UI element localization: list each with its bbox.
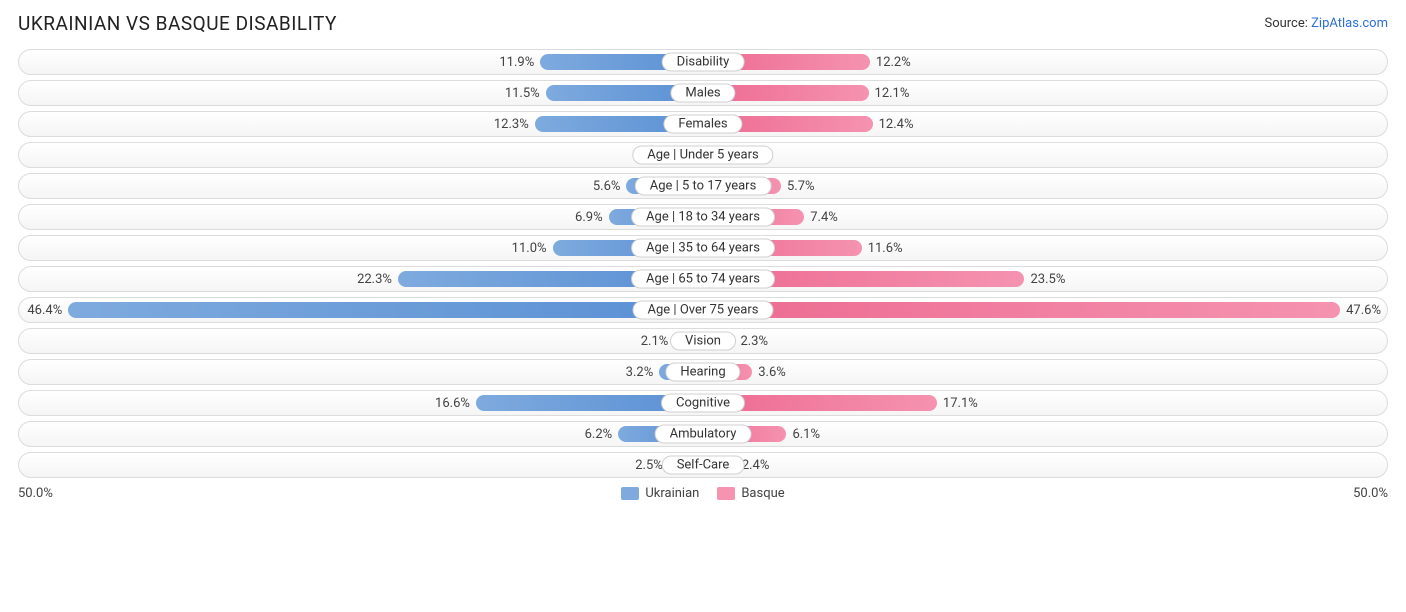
right-value: 5.7% [781, 179, 821, 194]
left-value: 22.3% [351, 272, 398, 287]
category-label: Ambulatory [655, 425, 752, 444]
legend-swatch-right [717, 487, 735, 500]
category-label: Hearing [665, 363, 740, 382]
right-value: 47.6% [1340, 303, 1387, 318]
chart-row: 6.9% 7.4% Age | 18 to 34 years [18, 204, 1388, 230]
chart-row: 3.2% 3.6% Hearing [18, 359, 1388, 385]
left-value: 11.0% [506, 241, 553, 256]
right-value: 12.1% [869, 86, 916, 101]
left-value: 3.2% [620, 365, 660, 380]
legend-label-right: Basque [741, 486, 784, 501]
legend-label-left: Ukrainian [645, 486, 699, 501]
category-label: Age | 65 to 74 years [631, 270, 775, 289]
chart-row: 11.5% 12.1% Males [18, 80, 1388, 106]
chart-title: UKRAINIAN VS BASQUE DISABILITY [18, 12, 337, 35]
chart-row: 12.3% 12.4% Females [18, 111, 1388, 137]
left-value: 16.6% [429, 396, 476, 411]
right-value: 17.1% [937, 396, 984, 411]
category-label: Self-Care [662, 456, 745, 475]
axis-right-max: 50.0% [1353, 486, 1388, 501]
left-bar [68, 302, 703, 318]
chart-row: 6.2% 6.1% Ambulatory [18, 421, 1388, 447]
chart-row: 22.3% 23.5% Age | 65 to 74 years [18, 266, 1388, 292]
category-label: Age | 35 to 64 years [631, 239, 775, 258]
legend-item-left: Ukrainian [621, 486, 699, 501]
chart-row: 2.1% 2.3%Vision [18, 328, 1388, 354]
left-value: 46.4% [21, 303, 68, 318]
category-label: Age | Under 5 years [632, 146, 773, 165]
left-value: 6.9% [569, 210, 609, 225]
legend: Ukrainian Basque [621, 486, 784, 501]
category-label: Disability [662, 53, 745, 72]
right-value: 3.6% [752, 365, 792, 380]
chart-row: 2.5%2.4%Self-Care [18, 452, 1388, 478]
left-value: 5.6% [587, 179, 627, 194]
chart-row: 1.3%1.3%Age | Under 5 years [18, 142, 1388, 168]
right-value: 11.6% [862, 241, 909, 256]
right-value: 23.5% [1024, 272, 1071, 287]
category-label: Females [663, 115, 742, 134]
right-value: 6.1% [786, 427, 826, 442]
source-label: Source: [1264, 16, 1311, 31]
chart-rows: 11.9% 12.2% Disability 11.5% 12.1% Males 12.3%… [18, 49, 1388, 478]
right-value: 12.4% [873, 117, 920, 132]
category-label: Age | Over 75 years [633, 301, 774, 320]
axis-left-max: 50.0% [18, 486, 53, 501]
right-value: 12.2% [870, 55, 917, 70]
category-label: Vision [670, 332, 736, 351]
chart-row: 5.6% 5.7% Age | 5 to 17 years [18, 173, 1388, 199]
category-label: Cognitive [661, 394, 745, 413]
chart-row: 16.6% 17.1% Cognitive [18, 390, 1388, 416]
right-value: 7.4% [804, 210, 844, 225]
right-bar [703, 302, 1340, 318]
right-value: 2.3% [734, 334, 774, 349]
left-value: 11.5% [499, 86, 546, 101]
left-value: 11.9% [493, 55, 540, 70]
legend-swatch-left [621, 487, 639, 500]
left-value: 2.1% [635, 334, 675, 349]
source-credit: Source: ZipAtlas.com [1264, 16, 1388, 31]
chart-row: 46.4% 47.6% Age | Over 75 years [18, 297, 1388, 323]
category-label: Age | 5 to 17 years [635, 177, 772, 196]
legend-item-right: Basque [717, 486, 784, 501]
chart-row: 11.0% 11.6% Age | 35 to 64 years [18, 235, 1388, 261]
left-value: 12.3% [488, 117, 535, 132]
category-label: Age | 18 to 34 years [631, 208, 775, 227]
source-link[interactable]: ZipAtlas.com [1311, 16, 1388, 31]
chart-row: 11.9% 12.2% Disability [18, 49, 1388, 75]
left-value: 6.2% [579, 427, 619, 442]
category-label: Males [670, 84, 735, 103]
